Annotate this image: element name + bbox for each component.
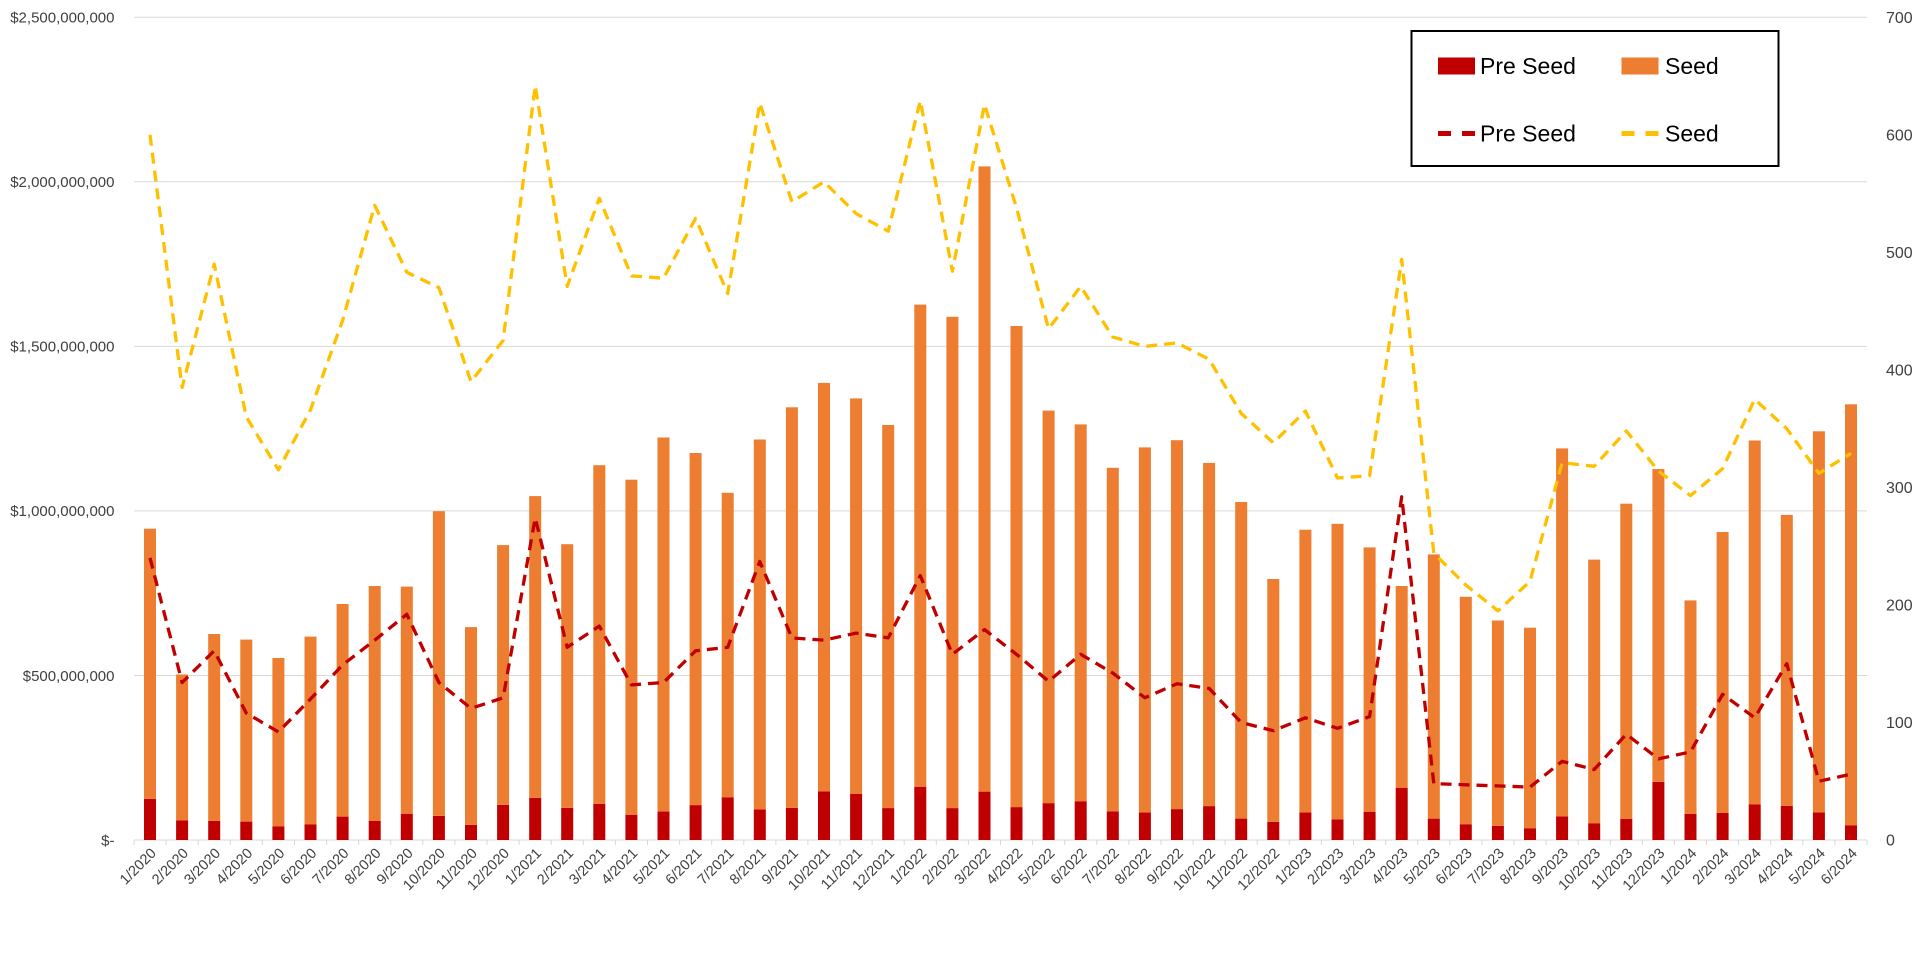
svg-text:700: 700 <box>1886 10 1913 27</box>
svg-text:$500,000,000: $500,000,000 <box>23 668 115 685</box>
svg-text:100: 100 <box>1886 715 1913 732</box>
svg-text:600: 600 <box>1886 127 1913 144</box>
svg-text:400: 400 <box>1886 363 1913 380</box>
svg-text:Seed: Seed <box>1665 53 1719 79</box>
svg-text:$-: $- <box>101 832 114 849</box>
svg-text:$1,000,000,000: $1,000,000,000 <box>10 503 114 520</box>
svg-text:200: 200 <box>1886 598 1913 615</box>
svg-text:$2,000,000,000: $2,000,000,000 <box>10 174 114 191</box>
svg-text:$2,500,000,000: $2,500,000,000 <box>10 10 114 27</box>
svg-text:500: 500 <box>1886 245 1913 262</box>
svg-text:$1,500,000,000: $1,500,000,000 <box>10 339 114 356</box>
svg-text:Pre Seed: Pre Seed <box>1480 121 1576 147</box>
svg-text:300: 300 <box>1886 480 1913 497</box>
svg-text:Seed: Seed <box>1665 121 1719 147</box>
svg-text:Pre Seed: Pre Seed <box>1480 53 1576 79</box>
svg-text:0: 0 <box>1886 833 1895 850</box>
